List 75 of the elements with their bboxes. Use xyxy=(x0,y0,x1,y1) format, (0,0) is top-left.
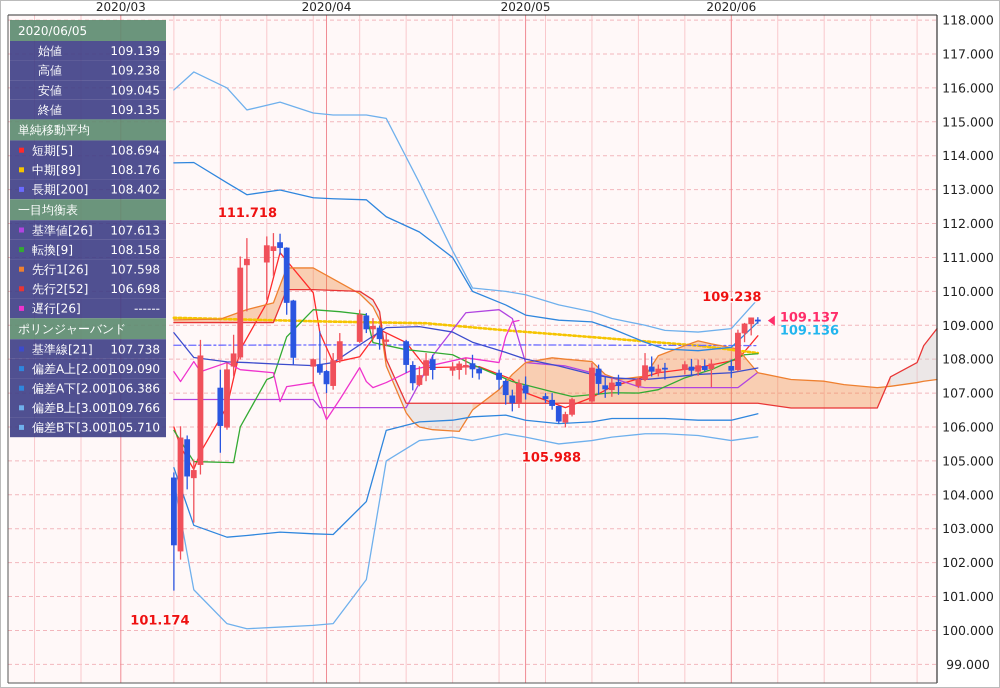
line-series xyxy=(172,316,760,354)
y-tick-label: 109.000 xyxy=(942,318,994,333)
x-tick-label: 2020/06 xyxy=(706,0,756,14)
legend-label: 偏差A上[2.00] xyxy=(32,362,112,376)
annotation: 111.718 xyxy=(218,206,278,222)
annotation: 107.738 xyxy=(110,342,160,356)
y-tick-label: 108.000 xyxy=(942,352,994,367)
y-tick-label: 104.000 xyxy=(942,487,994,502)
legend-label: 基準値[26] xyxy=(32,223,93,238)
y-tick-label: 107.000 xyxy=(942,386,994,401)
y-tick-label: 101.000 xyxy=(942,589,994,604)
annotation: 105.988 xyxy=(522,450,582,466)
legend-label: 偏差A下[2.00] xyxy=(32,382,112,396)
annotation: 終値 xyxy=(37,102,62,117)
annotation: 109.238 xyxy=(110,64,160,78)
legend-label: 偏差B上[3.00] xyxy=(32,401,112,416)
x-tick-label: 2020/04 xyxy=(302,0,352,14)
annotation: 109.045 xyxy=(110,83,160,98)
legend-label: 遅行[26] xyxy=(32,302,81,316)
annotation: 109.766 xyxy=(110,401,160,416)
annotation: ポリンジャーバンド xyxy=(18,322,126,336)
y-tick-label: 110.000 xyxy=(942,284,994,299)
y-tick-label: 112.000 xyxy=(942,216,994,232)
annotation: 高値 xyxy=(38,64,62,78)
annotation: 安値 xyxy=(38,83,62,98)
annotation: 単純移動平均 xyxy=(18,123,90,138)
y-tick-label: 118.000 xyxy=(942,12,994,28)
line-series xyxy=(173,320,520,420)
legend-label: 転換[9] xyxy=(32,242,73,257)
y-tick-label: 116.000 xyxy=(942,80,994,96)
y-tick-label: 113.000 xyxy=(942,182,994,198)
annotation: 109.135 xyxy=(110,102,160,117)
annotation: 109.137 xyxy=(780,310,840,326)
y-tick-label: 117.000 xyxy=(942,46,994,62)
line-series xyxy=(173,289,938,409)
annotation: 108.694 xyxy=(110,144,160,158)
y-tick-label: 99.000 xyxy=(946,656,990,672)
y-tick-label: 115.000 xyxy=(942,114,994,130)
legend-label: 先行2[52] xyxy=(32,282,88,296)
line-series xyxy=(173,309,758,408)
annotation: 108.402 xyxy=(110,182,160,197)
legend-label: 短期[5] xyxy=(32,144,73,158)
annotation: 109.136 xyxy=(780,324,840,339)
legend-label: 先行1[26] xyxy=(32,262,88,276)
annotation: 106.698 xyxy=(110,282,160,296)
annotation: 108.158 xyxy=(110,242,160,257)
legend-label: 長期[200] xyxy=(32,182,88,197)
y-tick-label: 100.000 xyxy=(942,622,994,638)
y-tick-label: 106.000 xyxy=(942,419,994,434)
annotation: 107.598 xyxy=(110,262,160,276)
line-series xyxy=(173,413,758,538)
y-tick-label: 114.000 xyxy=(942,148,994,164)
y-tick-label: 103.000 xyxy=(942,521,994,536)
legend-label: 基準線[21] xyxy=(32,342,93,356)
y-tick-label: 105.000 xyxy=(942,453,994,468)
annotation: 105.710 xyxy=(110,420,160,435)
annotation: 2020/06/05 xyxy=(18,24,88,38)
annotation: 109.238 xyxy=(702,290,762,306)
annotation: 108.176 xyxy=(110,163,160,178)
annotation: 106.386 xyxy=(110,382,160,396)
annotation: 101.174 xyxy=(130,614,190,629)
annotation: 始値 xyxy=(38,44,62,58)
annotation: 109.090 xyxy=(110,362,160,376)
line-series xyxy=(173,326,758,380)
line-series xyxy=(173,309,758,464)
x-tick-label: 2020/03 xyxy=(96,0,146,14)
y-tick-label: 111.000 xyxy=(942,250,994,265)
legend-label: 中期[89] xyxy=(32,163,81,178)
annotation: ------ xyxy=(134,302,160,316)
annotation: 109.139 xyxy=(110,44,160,58)
legend-label: 偏差B下[3.00] xyxy=(32,420,112,435)
annotation: 107.613 xyxy=(110,223,160,238)
x-tick-label: 2020/05 xyxy=(500,0,551,14)
annotation: 一目均衡表 xyxy=(18,203,78,217)
y-tick-label: 102.000 xyxy=(942,555,994,570)
